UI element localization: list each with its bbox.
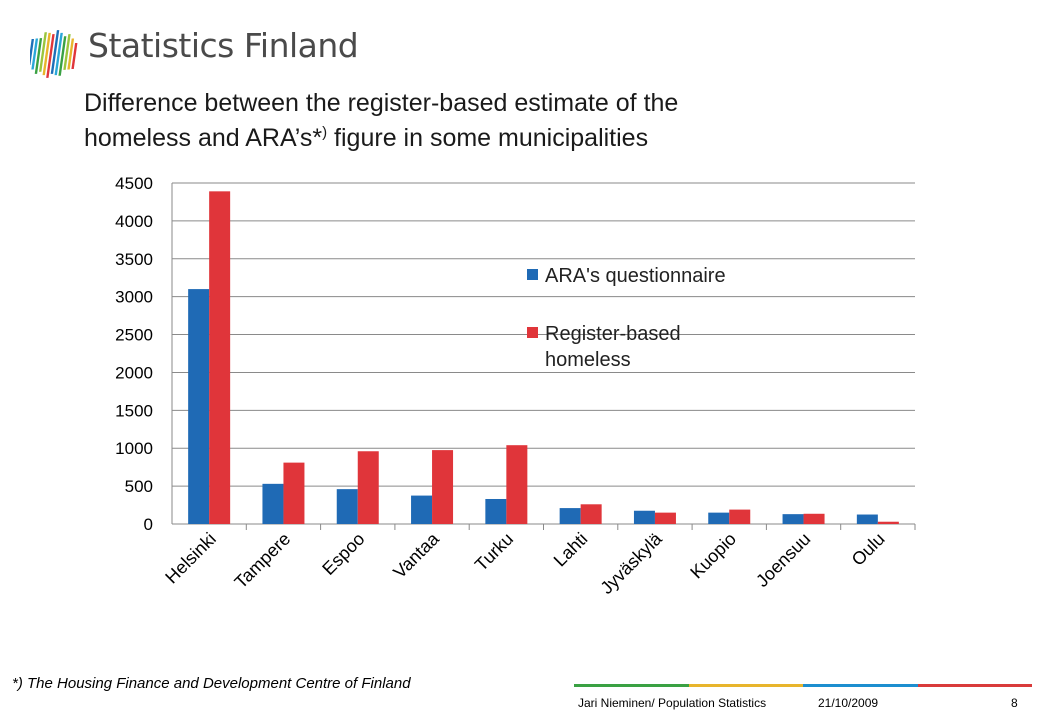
title-part-b: figure in some municipalities <box>327 124 649 152</box>
bar <box>188 289 210 524</box>
logo-stripe <box>46 34 55 78</box>
bar <box>357 451 379 524</box>
y-tick-label: 1500 <box>115 401 153 420</box>
logo-stripe <box>50 30 60 74</box>
legend-swatch <box>527 327 538 338</box>
footer-stripe <box>574 684 1032 687</box>
x-tick-label: Lahti <box>550 529 592 571</box>
y-tick-label: 4000 <box>115 212 153 231</box>
logo-stripe <box>39 32 47 72</box>
bar <box>283 462 305 524</box>
x-tick-label: Joensuu <box>752 529 814 591</box>
bar <box>209 191 231 524</box>
bar <box>262 483 284 524</box>
legend-label: ARA's questionnaire <box>545 265 726 287</box>
legend-label: homeless <box>545 349 631 371</box>
y-tick-label: 2000 <box>115 363 153 382</box>
y-tick-label: 500 <box>125 477 153 496</box>
page-number: 8 <box>1011 696 1018 710</box>
logo-stripe <box>34 38 43 74</box>
logo-stripe <box>42 32 51 76</box>
page-title: Difference between the register-based es… <box>84 86 984 156</box>
footer-date: 21/10/2009 <box>818 696 879 710</box>
statistics-finland-logo-icon <box>30 30 78 78</box>
footer-stripe-segment <box>688 684 803 687</box>
logo-text: Statistics Finland <box>88 26 359 65</box>
logo-stripe <box>71 43 78 69</box>
x-tick-label: Vantaa <box>389 528 443 582</box>
footer-author: Jari Nieminen/ Population Statistics <box>578 696 767 710</box>
x-tick-label: Jyväskylä <box>596 528 666 598</box>
y-tick-label: 4500 <box>115 174 153 193</box>
x-tick-label: Tampere <box>231 529 295 593</box>
footer-stripe-segment <box>574 684 689 687</box>
title-line-1: Difference between the register-based es… <box>84 89 679 117</box>
bar <box>411 495 433 524</box>
title-line-2: homeless and ARA’s*) figure in some muni… <box>84 121 984 156</box>
bar <box>559 508 581 524</box>
x-tick-label: Turku <box>471 529 517 575</box>
bar <box>877 521 899 524</box>
x-tick-label: Oulu <box>848 529 889 570</box>
bar <box>782 514 804 524</box>
y-tick-label: 2500 <box>115 326 153 345</box>
x-tick-label: Helsinki <box>161 529 220 588</box>
logo-stripe <box>58 36 67 76</box>
y-tick-label: 0 <box>144 515 153 534</box>
footer-stripe-segment <box>917 684 1032 687</box>
y-tick-label: 1000 <box>115 439 153 458</box>
title-superscript: ) <box>322 124 328 141</box>
legend-label: Register-based <box>545 323 681 345</box>
logo-stripe <box>30 39 35 65</box>
title-part-a: homeless and ARA’s* <box>84 124 323 152</box>
bar-chart: 0 500 1000 1500 2000 2500 3000 3500 4000 4500 Hel… <box>115 174 916 598</box>
bar <box>803 513 825 524</box>
bar <box>633 510 655 524</box>
x-tick-label: Espoo <box>318 529 368 579</box>
bar <box>729 509 751 524</box>
logo-stripe <box>31 38 39 70</box>
y-tick-label: 3500 <box>115 250 153 269</box>
footer-stripe-segment <box>803 684 918 687</box>
bar <box>336 489 358 524</box>
bar <box>708 512 730 524</box>
x-tick-label: Kuopio <box>686 529 740 583</box>
bar <box>485 498 507 524</box>
logo-stripe <box>67 38 75 70</box>
bar <box>654 512 676 524</box>
logo-stripe <box>63 34 71 70</box>
bar <box>856 514 878 524</box>
y-tick-label: 3000 <box>115 288 153 307</box>
bar <box>506 445 528 524</box>
bar <box>432 450 454 524</box>
bar <box>580 504 602 524</box>
footnote: *) The Housing Finance and Development C… <box>12 675 411 692</box>
logo-stripe <box>54 32 63 76</box>
legend-swatch <box>527 269 538 280</box>
